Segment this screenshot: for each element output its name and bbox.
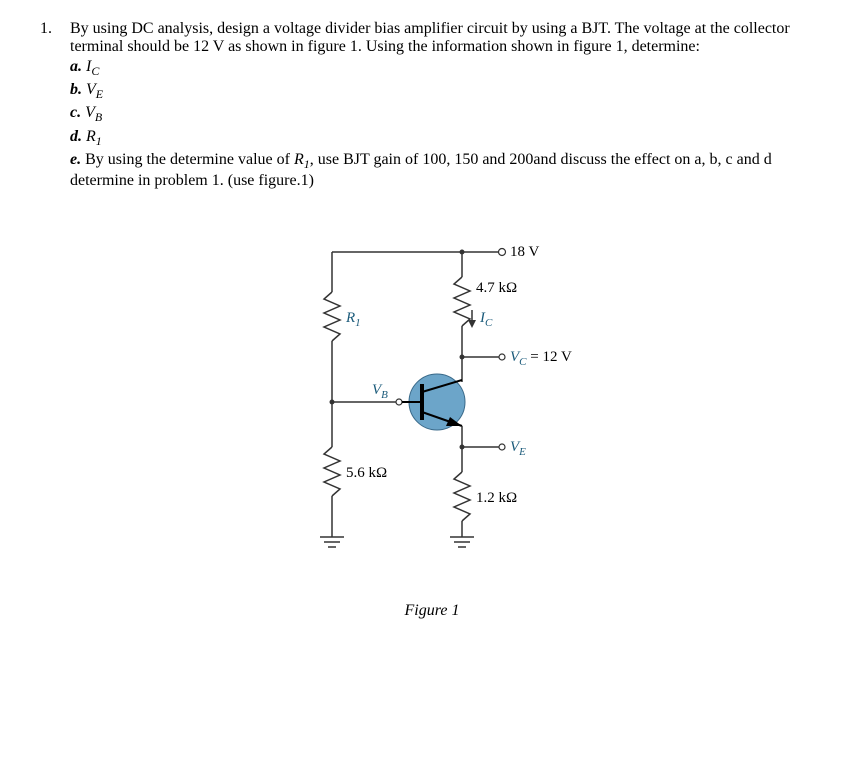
node-top	[460, 249, 465, 254]
item-d-letter: d.	[70, 128, 82, 145]
ic-arrow-head	[468, 320, 476, 328]
figure-caption: Figure 1	[40, 602, 824, 620]
resistor-r1	[324, 292, 340, 341]
r1-label: R1	[345, 310, 361, 329]
item-b-symbol: V	[86, 81, 96, 98]
item-c: c. VB	[70, 104, 824, 125]
item-e-letter: e.	[70, 151, 81, 168]
resistor-rc	[454, 277, 470, 326]
resistor-r2	[324, 447, 340, 496]
item-c-sub: B	[95, 111, 102, 125]
rc-value: 4.7 kΩ	[476, 280, 517, 296]
item-c-letter: c.	[70, 104, 81, 121]
ic-label: IC	[479, 310, 493, 329]
item-b: b. VE	[70, 81, 824, 102]
item-d: d. R1	[70, 128, 824, 149]
item-b-letter: b.	[70, 81, 82, 98]
vb-label: VB	[372, 382, 388, 401]
item-a-sub: C	[91, 64, 99, 78]
vc-label: VC = 12 V	[510, 349, 572, 368]
question-intro: By using DC analysis, design a voltage d…	[70, 20, 824, 56]
item-e-text1: By using the determine value of	[85, 151, 294, 168]
item-a-letter: a.	[70, 58, 82, 75]
item-e: e. By using the determine value of R1, u…	[70, 151, 824, 190]
item-b-sub: E	[96, 87, 103, 101]
vcc-label: 18 V	[510, 244, 539, 260]
resistor-re	[454, 472, 470, 521]
vcc-terminal	[499, 248, 506, 255]
vc-terminal	[499, 354, 505, 360]
item-c-symbol: V	[85, 104, 95, 121]
base-terminal	[396, 399, 402, 405]
ve-label: VE	[510, 439, 526, 458]
r2-value: 5.6 kΩ	[346, 465, 387, 481]
question-body: By using DC analysis, design a voltage d…	[70, 20, 824, 192]
item-d-sub: 1	[96, 134, 102, 148]
figure-container: 18 V R1 VB 5.6 kΩ 4.7 kΩ IC V	[40, 222, 824, 620]
re-value: 1.2 kΩ	[476, 490, 517, 506]
ve-terminal	[499, 444, 505, 450]
item-d-symbol: R	[86, 128, 96, 145]
item-e-symbol: R	[294, 151, 304, 168]
circuit-diagram: 18 V R1 VB 5.6 kΩ 4.7 kΩ IC V	[272, 222, 592, 592]
item-a: a. IC	[70, 58, 824, 79]
question-number: 1.	[40, 20, 70, 192]
question-block: 1. By using DC analysis, design a voltag…	[40, 20, 824, 192]
